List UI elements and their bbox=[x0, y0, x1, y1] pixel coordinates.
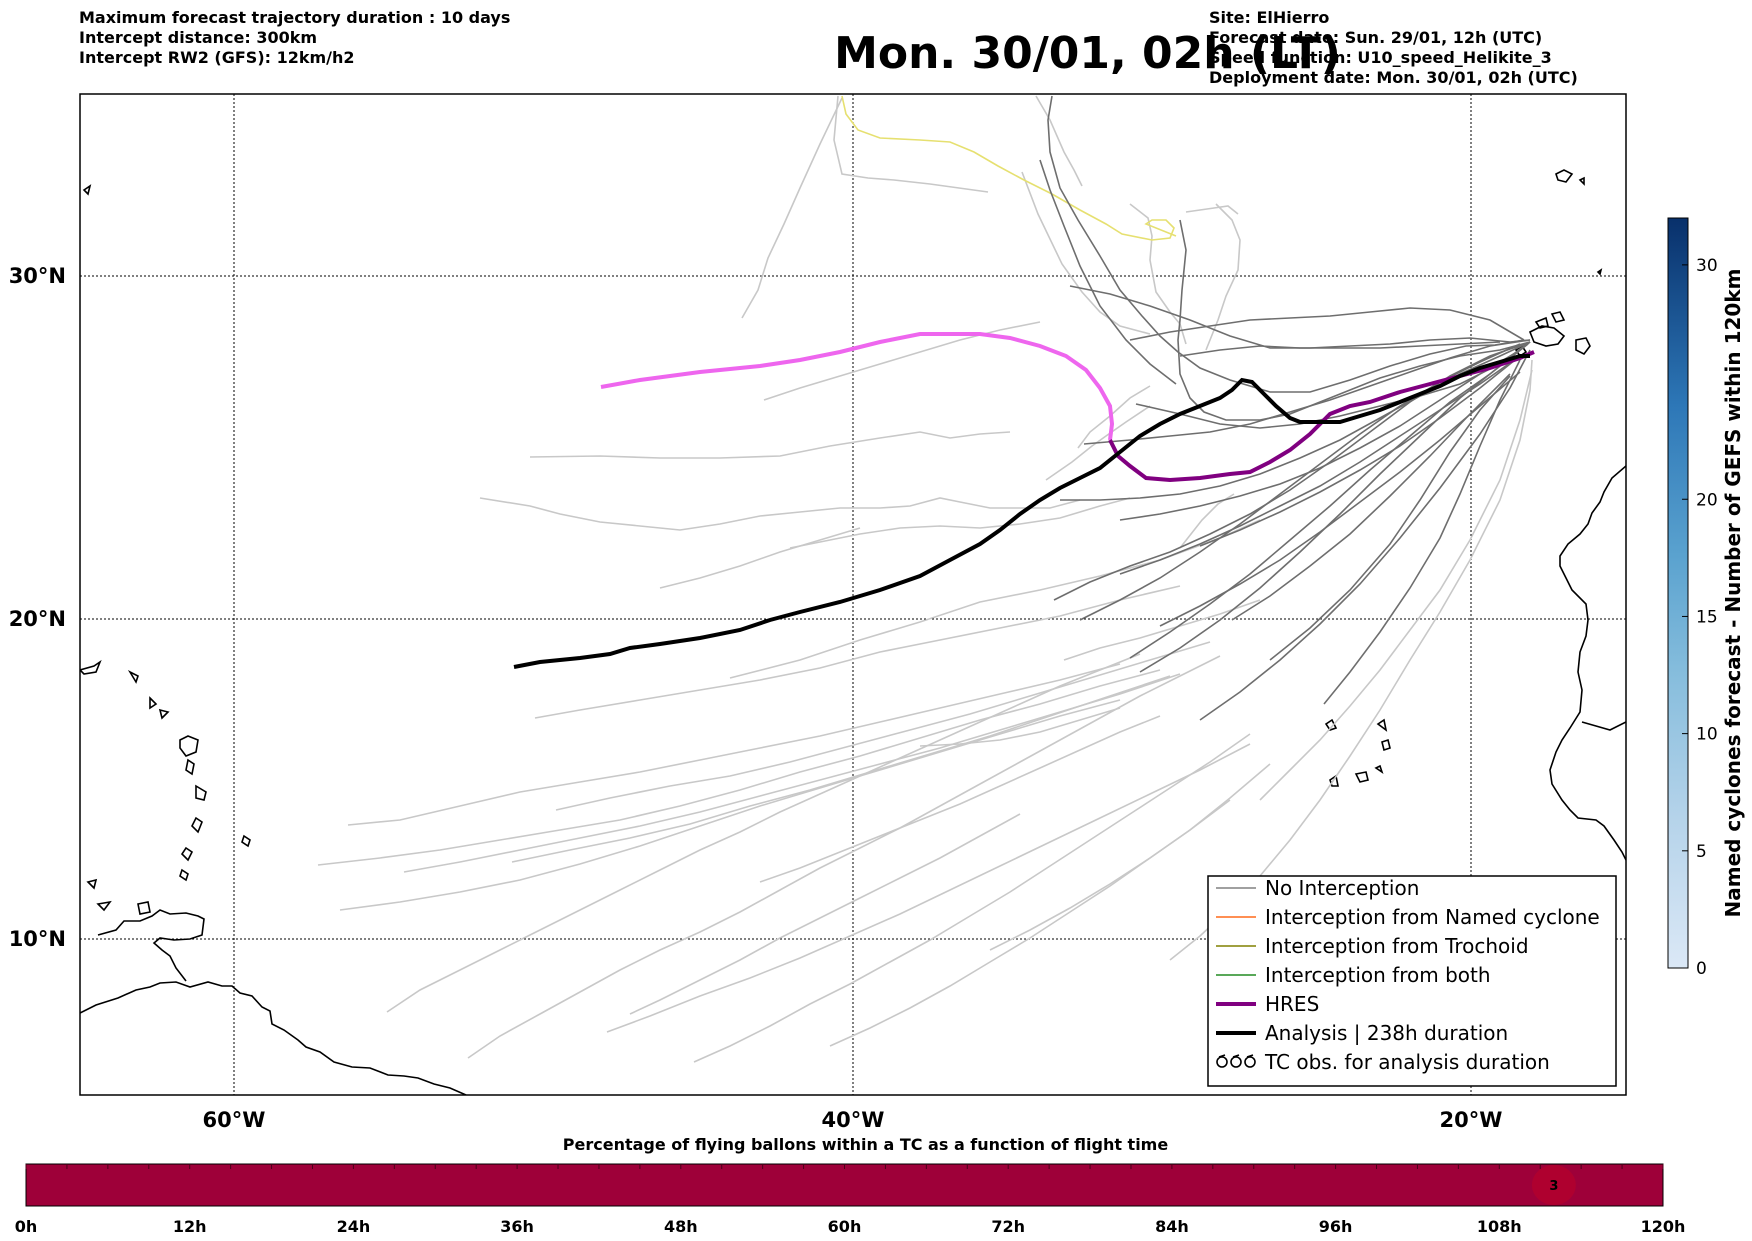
legend-label: No Interception bbox=[1265, 876, 1419, 900]
legend-label: Analysis | 238h duration bbox=[1265, 1021, 1508, 1045]
header-right-info: Site: ElHierro Forecast date: Sun. 29/01… bbox=[1209, 8, 1578, 88]
colorbar-tick-label: 0 bbox=[1696, 959, 1707, 979]
timeline-bar bbox=[25, 1163, 1664, 1207]
legend-label: TC obs. for analysis duration bbox=[1264, 1050, 1550, 1074]
island-canary-5 bbox=[1550, 311, 1566, 323]
legend-label: Interception from Trochoid bbox=[1265, 934, 1529, 958]
timeline-ticks: 0h 12h 24h 36h 48h 60h 72h 84h 96h 108h 120h bbox=[15, 1217, 1686, 1236]
timeline: 0h 12h 24h 36h 48h 60h 72h 84h 96h 108h 120h 3 bbox=[15, 1163, 1686, 1236]
island-barbados bbox=[241, 834, 251, 848]
timeline-title: Percentage of flying ballons within a TC… bbox=[562, 1135, 1169, 1154]
island-cape-verde-6 bbox=[1374, 764, 1384, 774]
lat-label-10: 10°N bbox=[9, 927, 66, 951]
coast-africa-bulge bbox=[1581, 721, 1626, 731]
pink-trajectory bbox=[600, 332, 1115, 441]
lon-label-40: 40°W bbox=[822, 1108, 885, 1132]
island-canary-2 bbox=[1575, 337, 1591, 356]
timeline-marker: 3 bbox=[1531, 1165, 1576, 1205]
header-max-duration: Maximum forecast trajectory duration : 1… bbox=[79, 8, 511, 27]
legend-label: HRES bbox=[1265, 992, 1319, 1016]
colorbar-tick-label: 10 bbox=[1696, 725, 1718, 745]
lat-label-30: 30°N bbox=[9, 264, 66, 288]
legend-cyclone-tail bbox=[1246, 1054, 1254, 1058]
timeline-tick-label: 48h bbox=[664, 1217, 698, 1236]
yellow-trajectory bbox=[841, 95, 1177, 241]
island-trinidad bbox=[137, 901, 151, 915]
colorbar-tick-label: 30 bbox=[1696, 256, 1718, 276]
map-frame bbox=[79, 93, 1627, 1096]
legend-label: Interception from Named cyclone bbox=[1265, 905, 1600, 929]
timeline-tick-label: 84h bbox=[1155, 1217, 1189, 1236]
island-virgin-islands bbox=[80, 659, 102, 675]
header-intercept-rw2: Intercept RW2 (GFS): 12km/h2 bbox=[79, 48, 355, 67]
island-cape-verde-4 bbox=[1376, 718, 1388, 732]
light-trajectories bbox=[317, 95, 1533, 1063]
island-lesser-antilles-3 bbox=[195, 784, 207, 801]
legend-box bbox=[1207, 875, 1617, 1087]
coast-venezuela-north bbox=[97, 909, 205, 982]
lat-label-20: 20°N bbox=[9, 607, 66, 631]
timeline-tick-label: 36h bbox=[500, 1217, 534, 1236]
island-lesser-antilles-4 bbox=[191, 816, 203, 834]
page-title: Mon. 30/01, 02h (LT) bbox=[834, 28, 1341, 79]
legend-label: Interception from both bbox=[1265, 963, 1491, 987]
island-lesser-antilles-1 bbox=[179, 735, 199, 757]
island-selvagem bbox=[1596, 268, 1603, 276]
colorbar-label: Named cyclones forecast - Number of GEFS… bbox=[1721, 269, 1745, 918]
island-cape-verde-1 bbox=[1324, 718, 1338, 731]
island-azores-fragment bbox=[82, 184, 92, 196]
colorbar-tick-label: 20 bbox=[1696, 490, 1718, 510]
timeline-tick-label: 108h bbox=[1477, 1217, 1522, 1236]
island-grenada bbox=[86, 878, 98, 890]
island-madeira bbox=[1555, 169, 1585, 186]
timeline-tick-label: 60h bbox=[828, 1217, 862, 1236]
island-canary-4 bbox=[1534, 316, 1549, 329]
timeline-tick-label: 72h bbox=[991, 1217, 1025, 1236]
coast-west-africa bbox=[1549, 465, 1626, 861]
header-site: Site: ElHierro bbox=[1209, 8, 1330, 27]
lon-label-60: 60°W bbox=[203, 1108, 266, 1132]
island-lesser-antilles-2 bbox=[185, 758, 195, 776]
timeline-tick-label: 24h bbox=[337, 1217, 371, 1236]
colorbar-tick-label: 15 bbox=[1696, 607, 1718, 627]
timeline-tick-label: 12h bbox=[173, 1217, 207, 1236]
header-left-info: Maximum forecast trajectory duration : 1… bbox=[79, 8, 510, 68]
timeline-marker-shape bbox=[1531, 1165, 1576, 1205]
analysis-trajectory bbox=[513, 354, 1530, 669]
island-lesser-antilles-5 bbox=[180, 846, 194, 862]
island-anguilla bbox=[127, 670, 139, 684]
island-lesser-antilles-6 bbox=[179, 868, 189, 882]
island-guadeloupe bbox=[149, 696, 170, 720]
timeline-marker-label: 3 bbox=[1549, 1179, 1558, 1194]
lon-label-20: 20°W bbox=[1440, 1108, 1503, 1132]
header-forecast-date: Forecast date: Sun. 29/01, 12h (UTC) bbox=[1209, 28, 1543, 47]
legend-cyclone-tail bbox=[1218, 1054, 1226, 1058]
timeline-tick-label: 0h bbox=[15, 1217, 38, 1236]
colorbar: 0 5 10 15 20 30 Named cyclones forecast - Num… bbox=[1667, 217, 1745, 979]
timeline-grid bbox=[25, 1164, 1664, 1169]
colorbar-tick-label: 5 bbox=[1696, 842, 1707, 862]
legend-cyclone-symbol-icon bbox=[1244, 1056, 1256, 1068]
legend-cyclone-symbol-icon bbox=[1230, 1056, 1242, 1068]
colorbar-gradient bbox=[1667, 217, 1689, 969]
timeline-tick-label: 96h bbox=[1319, 1217, 1353, 1236]
island-cape-verde-2 bbox=[1354, 771, 1369, 783]
island-tobago bbox=[96, 900, 112, 912]
timeline-tick-label: 120h bbox=[1641, 1217, 1686, 1236]
legend: No Interception Interception from Named c… bbox=[1207, 875, 1617, 1087]
legend-cyclone-symbol-icon bbox=[1216, 1056, 1228, 1068]
header-speed-function: Speed function: U10_speed_Helikite_3 bbox=[1209, 48, 1552, 67]
legend-cyclone-tail bbox=[1232, 1054, 1240, 1058]
colorbar-ticks: 0 5 10 15 20 30 bbox=[1682, 256, 1718, 979]
coast-south-america bbox=[80, 981, 467, 1095]
header-deployment-date: Deployment date: Mon. 30/01, 02h (UTC) bbox=[1209, 68, 1578, 87]
island-cape-verde-3 bbox=[1381, 738, 1391, 752]
header-intercept-distance: Intercept distance: 300km bbox=[79, 28, 318, 47]
coastlines bbox=[80, 169, 1626, 1095]
